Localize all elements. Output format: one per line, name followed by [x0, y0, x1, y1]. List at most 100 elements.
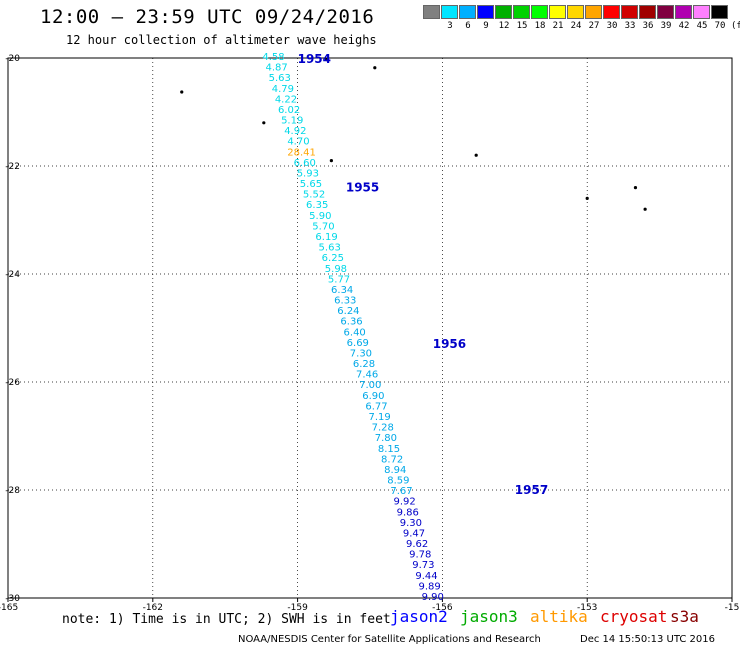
map-title: 12:00 – 23:59 UTC 09/24/2016 [40, 6, 375, 28]
time-label: 1955 [346, 181, 379, 195]
swh-value-label: 4.22 [275, 94, 297, 105]
color-scale-label: 39 [660, 21, 672, 31]
island-marker [643, 207, 647, 211]
island-marker [474, 153, 478, 157]
color-swatch [495, 5, 512, 19]
swh-value-label: 9.73 [412, 560, 434, 571]
satellite-legend-cryosat: cryosat [600, 607, 668, 626]
swh-value-label: 4.79 [272, 84, 294, 95]
satellite-legend-jason2: jason2 [390, 607, 448, 626]
swh-value-label: 6.33 [334, 296, 356, 307]
swh-value-label: 28.41 [287, 147, 316, 158]
color-scale-label: 12 [498, 21, 510, 31]
color-scale-label: 9 [483, 21, 489, 31]
credit-text: NOAA/NESDIS Center for Satellite Applica… [238, 634, 541, 645]
swh-value-label: 5.19 [281, 116, 303, 127]
generated-timestamp: Dec 14 15:50:13 UTC 2016 [580, 634, 715, 645]
swh-value-label: 5.63 [319, 243, 341, 254]
swh-value-label: 6.02 [278, 105, 300, 116]
swh-value-label: 7.30 [350, 348, 372, 359]
swh-value-label: 4.58 [262, 52, 284, 63]
swh-value-label: 6.28 [353, 359, 375, 370]
swh-value-label: 6.34 [331, 285, 353, 296]
swh-value-label: 5.63 [269, 73, 291, 84]
island-marker [373, 66, 377, 70]
color-swatch [423, 5, 440, 19]
x-tick-label: -162 [143, 603, 163, 613]
color-swatch [603, 5, 620, 19]
swh-value-label: 4.70 [287, 137, 309, 148]
color-scale-label: 27 [588, 21, 600, 31]
y-tick-label: -28 [5, 486, 20, 496]
swh-value-label: 5.70 [312, 221, 334, 232]
footer-note: note: 1) Time is in UTC; 2) SWH is in fe… [62, 612, 391, 627]
swh-value-label: 9.30 [400, 518, 422, 529]
x-tick-label: -15 [725, 603, 740, 613]
color-swatch [657, 5, 674, 19]
swh-value-label: 8.15 [378, 444, 400, 455]
y-tick-label: -30 [5, 594, 20, 604]
color-scale-label: 45 [696, 21, 708, 31]
color-swatch [621, 5, 638, 19]
swh-value-label: 6.69 [347, 338, 369, 349]
island-marker [585, 196, 589, 200]
color-swatch [549, 5, 566, 19]
swh-value-label: 8.94 [384, 465, 406, 476]
color-scale-legend [423, 5, 729, 19]
color-scale-label: 24 [570, 21, 582, 31]
swh-value-label: 5.65 [300, 179, 322, 190]
swh-value-label: 9.44 [415, 571, 437, 582]
swh-value-label: 5.93 [297, 168, 319, 179]
swh-value-label: 4.87 [265, 63, 287, 74]
swh-value-label: 7.46 [356, 370, 378, 381]
swh-value-label: 9.62 [406, 539, 428, 550]
color-swatch [711, 5, 728, 19]
swh-value-label: 6.60 [294, 158, 316, 169]
satellite-legend-s3a: s3a [670, 607, 699, 626]
color-scale-label: 18 [534, 21, 546, 31]
swh-value-label: 7.19 [369, 412, 391, 423]
island-marker [262, 121, 266, 125]
swh-value-label: 9.90 [422, 592, 444, 603]
color-scale-label: 42 [678, 21, 690, 31]
color-scale-label: 3 [447, 21, 453, 31]
swh-value-label: 5.52 [303, 190, 325, 201]
time-label: 1957 [515, 483, 548, 497]
swh-value-label: 9.92 [394, 497, 416, 508]
color-swatch [675, 5, 692, 19]
swh-value-label: 9.89 [418, 581, 440, 592]
swh-value-label: 8.59 [387, 476, 409, 487]
swh-value-label: 6.77 [365, 401, 387, 412]
color-swatch [693, 5, 710, 19]
y-tick-label: -26 [5, 378, 20, 388]
color-scale-label: 6 [465, 21, 471, 31]
swh-value-label: 7.00 [359, 380, 381, 391]
color-swatch [639, 5, 656, 19]
swh-value-label: 5.98 [325, 264, 347, 275]
color-scale-label: 15 [516, 21, 528, 31]
swh-value-label: 6.25 [322, 253, 344, 264]
color-swatch [585, 5, 602, 19]
color-scale-unit: (ft) [731, 21, 740, 31]
swh-value-label: 6.36 [340, 317, 362, 328]
x-tick-label: -153 [577, 603, 597, 613]
x-tick-label: -165 [0, 603, 18, 613]
swh-value-label: 7.80 [375, 433, 397, 444]
swh-value-label: 8.72 [381, 454, 403, 465]
swh-value-label: 5.90 [309, 211, 331, 222]
swh-value-label: 7.28 [372, 423, 394, 434]
color-scale-label: 70 [714, 21, 726, 31]
map-frame [7, 57, 733, 599]
island-marker [633, 186, 638, 190]
island-marker [329, 159, 333, 163]
color-scale-label: 33 [624, 21, 636, 31]
y-tick-label: -20 [5, 54, 20, 64]
color-swatch [531, 5, 548, 19]
x-tick-label: -159 [287, 603, 308, 613]
swh-value-label: 6.19 [315, 232, 337, 243]
swh-value-label: 7.67 [390, 486, 412, 497]
color-scale-label: 21 [552, 21, 564, 31]
island-marker [324, 58, 329, 62]
